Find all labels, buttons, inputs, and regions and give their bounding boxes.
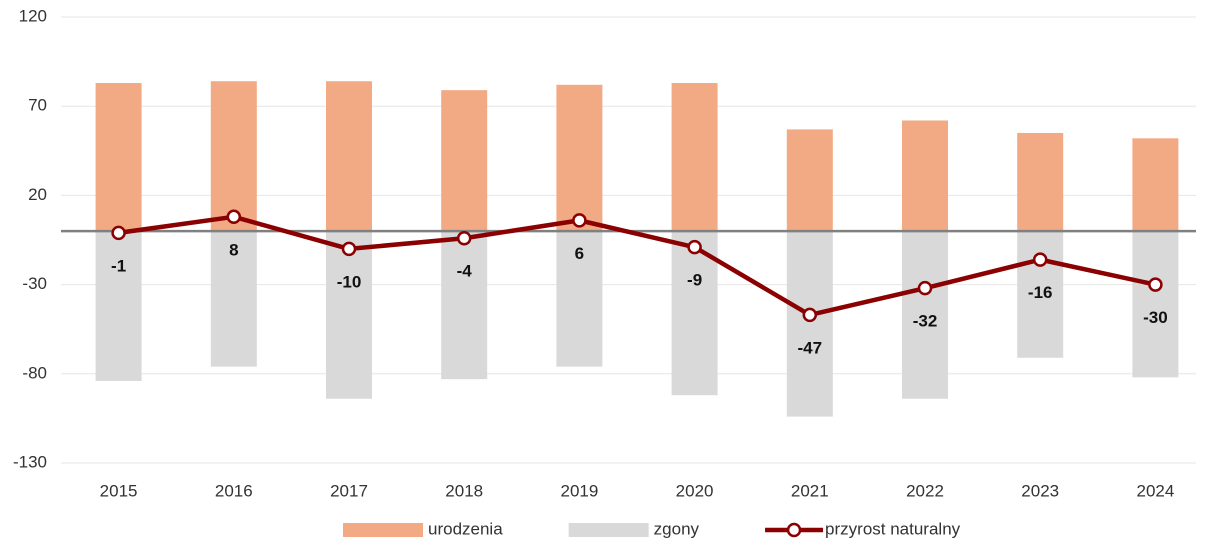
x-tick-label: 2017 (330, 481, 368, 500)
bar (671, 83, 718, 232)
marker (456, 230, 472, 246)
data-label: -10 (337, 272, 362, 291)
legend-swatch (343, 523, 423, 537)
bar (902, 231, 948, 399)
x-tick-label: 2018 (445, 481, 483, 500)
data-label: -32 (913, 312, 938, 331)
marker (226, 209, 242, 225)
bar (1132, 231, 1179, 378)
legend-marker (786, 522, 802, 538)
bar (95, 231, 142, 381)
bar (210, 231, 257, 367)
marker (917, 280, 933, 296)
data-label: -4 (457, 262, 473, 281)
x-tick-label: 2024 (1136, 481, 1174, 500)
legend-label: przyrost naturalny (825, 519, 961, 538)
y-tick-label: 70 (28, 96, 47, 115)
bar (556, 231, 603, 367)
data-label: 8 (229, 240, 238, 259)
data-label: -30 (1143, 308, 1168, 327)
data-label: -16 (1028, 283, 1053, 302)
bar (1017, 132, 1064, 232)
data-label: 6 (575, 244, 584, 263)
y-tick-label: -80 (22, 363, 47, 382)
y-tick-label: 20 (28, 185, 47, 204)
y-tick-label: -130 (13, 452, 47, 471)
bar (441, 90, 488, 232)
legend-swatch (568, 523, 649, 537)
x-tick-label: 2021 (791, 481, 829, 500)
x-tick-label: 2019 (560, 481, 598, 500)
bar (1132, 138, 1179, 232)
x-tick-label: 2016 (215, 481, 253, 500)
bar (326, 231, 372, 399)
marker (802, 307, 818, 323)
x-tick-label: 2022 (906, 481, 944, 500)
marker (687, 239, 702, 255)
x-tick-label: 2023 (1021, 481, 1059, 500)
data-label: -9 (687, 271, 702, 290)
x-tick-label: 2015 (100, 481, 138, 500)
bar (326, 81, 372, 232)
marker (341, 241, 357, 257)
marker (572, 213, 587, 228)
bar (95, 83, 142, 232)
bar (1017, 231, 1064, 358)
line (118, 214, 1156, 318)
bar (556, 84, 603, 232)
bar (902, 120, 948, 232)
legend-label: urodzenia (428, 519, 503, 538)
bar (210, 81, 257, 232)
y-tick-label: -30 (22, 274, 47, 293)
data-label: -1 (111, 256, 126, 275)
marker (1032, 252, 1048, 267)
y-tick-label: 120 (19, 6, 47, 25)
bar (786, 129, 833, 232)
marker (1148, 277, 1163, 292)
x-tick-label: 2020 (676, 481, 714, 500)
bar (441, 231, 488, 380)
legend-label: zgony (654, 519, 700, 538)
marker (111, 225, 126, 241)
data-label: -47 (798, 338, 823, 357)
bar (786, 231, 833, 417)
